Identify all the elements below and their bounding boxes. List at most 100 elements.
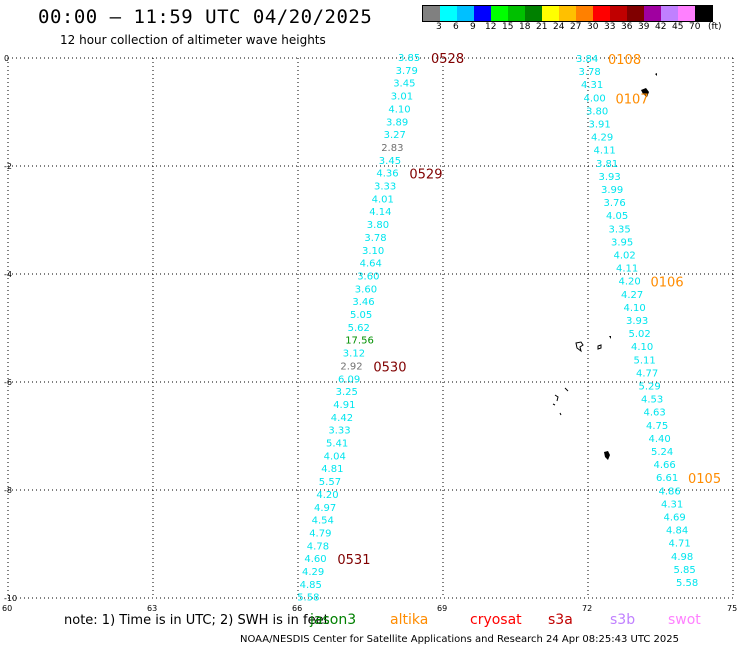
colorbar-label: 70 (689, 22, 701, 32)
wave-height-value: 3.01 (391, 92, 413, 103)
wave-height-value: 3.81 (596, 159, 618, 170)
wave-height-value: 5.02 (629, 329, 651, 340)
y-tick-label: -6 (4, 378, 12, 387)
x-tick-label: 69 (437, 604, 447, 613)
colorbar-label: 36 (621, 22, 633, 32)
wave-height-value: 4.02 (614, 251, 636, 262)
wave-height-value: 3.91 (589, 120, 611, 131)
colorbar-label: 27 (570, 22, 582, 32)
wave-height-value: 3.80 (586, 106, 608, 117)
colorbar-label: 12 (485, 22, 497, 32)
wave-height-value: 3.60 (357, 271, 379, 282)
x-tick-label: 60 (2, 604, 12, 613)
colorbar-label: 30 (587, 22, 599, 32)
island-shape (609, 336, 611, 339)
wave-height-value: 4.20 (316, 490, 338, 501)
colorbar-swatch (559, 6, 576, 21)
colorbar-swatch (678, 6, 695, 21)
wave-height-value: 4.69 (664, 513, 686, 524)
wave-height-value: 4.27 (621, 290, 643, 301)
colorbar-label: 9 (470, 22, 476, 32)
wave-height-value: 4.54 (312, 516, 334, 527)
wave-height-value: 3.99 (601, 185, 623, 196)
x-tick-label: 75 (727, 604, 737, 613)
wave-height-value: 4.71 (669, 539, 691, 550)
colorbar-swatch (695, 6, 712, 21)
wave-height-value: 4.75 (646, 421, 668, 432)
wave-height-value: 3.80 (367, 220, 389, 231)
island-outlines (552, 73, 657, 460)
wave-height-value: 3.84 (576, 54, 598, 65)
island-shape (655, 73, 657, 76)
wave-height-value: 5.29 (639, 382, 661, 393)
colorbar-label: 45 (672, 22, 684, 32)
mission-name-s3a: s3a (548, 612, 573, 628)
island-shape (604, 451, 610, 460)
wave-height-value: 5.24 (651, 447, 673, 458)
island-shape (641, 88, 649, 97)
colorbar-swatch (440, 6, 457, 21)
footer-credit: NOAA/NESDIS Center for Satellite Applica… (240, 634, 679, 645)
wave-height-value: 3.25 (336, 387, 358, 398)
wave-height-value: 4.31 (581, 80, 603, 91)
wave-height-value: 4.31 (661, 499, 683, 510)
wave-height-value: 3.78 (364, 233, 386, 244)
colorbar-swatch (457, 6, 474, 21)
mission-name-swot: swot (668, 612, 701, 628)
wave-height-colorbar (422, 5, 713, 22)
wave-height-value: 4.91 (333, 400, 355, 411)
colorbar-swatch (474, 6, 491, 21)
page-subtitle: 12 hour collection of altimeter wave hei… (60, 33, 326, 47)
colorbar-label: 3 (436, 22, 442, 32)
wave-height-value: 3.95 (611, 237, 633, 248)
wave-height-value: 4.66 (654, 460, 676, 471)
mission-name-cryosat: cryosat (470, 612, 522, 628)
colorbar-swatch (644, 6, 661, 21)
y-tick-label: -4 (4, 270, 12, 279)
wave-height-value: 3.46 (352, 297, 374, 308)
wave-height-value: 3.78 (579, 67, 601, 78)
wave-height-value: 4.85 (300, 580, 322, 591)
colorbar-swatch (423, 6, 440, 21)
colorbar-label: 39 (638, 22, 650, 32)
island-shape (564, 387, 569, 392)
wave-height-value: 5.41 (326, 439, 348, 450)
pass-time-label: 0529 (409, 168, 442, 183)
wave-height-value: 3.33 (328, 426, 350, 437)
y-tick-label: -8 (4, 486, 12, 495)
pass-time-label: 0530 (373, 360, 406, 375)
note-text: note: 1) Time is in UTC; 2) SWH is in fe… (64, 613, 329, 628)
colorbar-label: (ft) (708, 22, 722, 32)
wave-height-value: 3.45 (379, 156, 401, 167)
satellite-track-east: 3.84 3.78 4.31 4.00 3.80 3.91 4.29 4.11 3.81 3.93… (576, 53, 721, 589)
wave-height-value: 5.62 (348, 323, 370, 334)
wave-height-value: 4.64 (360, 259, 382, 270)
wave-height-value: 4.01 (372, 194, 394, 205)
colorbar-swatch (542, 6, 559, 21)
wave-height-value: 3.89 (386, 117, 408, 128)
wave-height-value: 4.84 (666, 526, 688, 537)
island-shape (597, 344, 602, 350)
mission-name-jason3: jason3 (310, 612, 357, 628)
wave-height-value: 3.85 (398, 53, 420, 64)
wave-height-value: 4.42 (331, 413, 353, 424)
lat-lon-grid (7, 57, 734, 599)
wave-height-value: 3.10 (362, 246, 384, 257)
wave-height-value: 3.93 (626, 316, 648, 327)
wave-height-value: 4.05 (606, 211, 628, 222)
wave-height-value: 4.11 (616, 264, 638, 275)
colorbar-label: 6 (453, 22, 459, 32)
satellite-track-west: 3.85 3.79 3.45 3.014.10 3.89 3.27 2.83 3.45 4.36… (297, 52, 464, 604)
wave-height-value: 4.98 (671, 552, 693, 563)
wave-height-value: 4.20 (619, 277, 641, 288)
colorbar-label: 42 (655, 22, 667, 32)
island-shape (552, 394, 562, 416)
wave-height-value: 17.56 (345, 336, 374, 347)
wave-height-value: 3.93 (599, 172, 621, 183)
wave-height-value: 4.79 (309, 528, 331, 539)
wave-height-value: 4.60 (304, 554, 326, 565)
wave-height-value: 5.58 (297, 593, 319, 604)
wave-height-value: 4.00 (584, 93, 606, 104)
